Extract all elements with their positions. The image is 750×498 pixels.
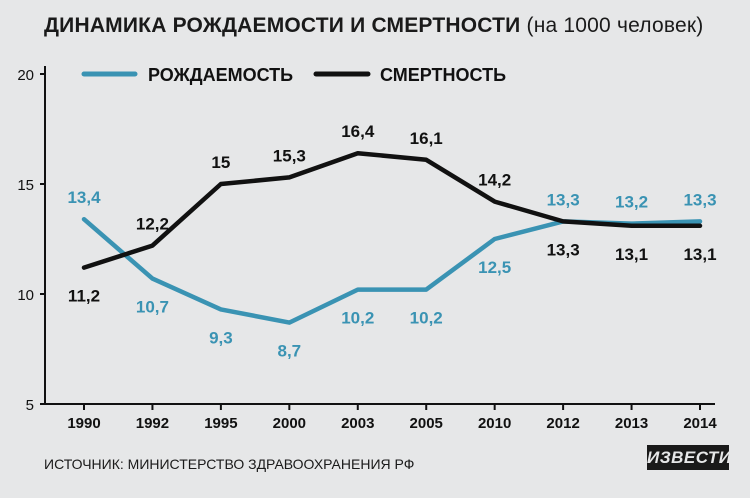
data-label: 12,5 bbox=[478, 258, 511, 277]
data-label: 16,4 bbox=[341, 122, 375, 141]
data-label: 10,2 bbox=[410, 309, 443, 328]
x-tick-label: 2012 bbox=[546, 415, 579, 432]
y-tick-label: 20 bbox=[17, 67, 34, 84]
x-tick-label: 2010 bbox=[478, 415, 511, 432]
x-tick-label: 2003 bbox=[341, 415, 374, 432]
chart-title-text: ДИНАМИКА РОЖДАЕМОСТИ И СМЕРТНОСТИ bbox=[44, 14, 521, 37]
data-label: 13,3 bbox=[547, 240, 580, 259]
data-label: 13,3 bbox=[683, 190, 716, 209]
x-tick-label: 1995 bbox=[204, 415, 237, 432]
data-label: 14,2 bbox=[478, 171, 511, 190]
data-label: 13,1 bbox=[615, 245, 648, 264]
data-label: 16,1 bbox=[410, 129, 443, 148]
x-tick-label: 2014 bbox=[683, 415, 717, 432]
x-tick-label: 1990 bbox=[67, 415, 100, 432]
data-label: 15,3 bbox=[273, 146, 306, 165]
data-label: 12,2 bbox=[136, 215, 169, 234]
source-note: ИСТОЧНИК: МИНИСТЕРСТВО ЗДРАВООХРАНЕНИЯ Р… bbox=[44, 456, 415, 472]
series-line-death-rate bbox=[81, 150, 703, 270]
x-tick-label: 2005 bbox=[410, 415, 443, 432]
chart-subtitle: (на 1000 человек) bbox=[526, 14, 704, 37]
data-label: 10,7 bbox=[136, 298, 169, 317]
legend-label: РОЖДАЕМОСТЬ bbox=[148, 65, 293, 85]
series-lines bbox=[81, 150, 703, 325]
data-label: 10,2 bbox=[341, 309, 374, 328]
series-line-birth-rate bbox=[81, 216, 703, 325]
data-label: 11,2 bbox=[68, 287, 100, 306]
x-tick-label: 2013 bbox=[615, 415, 648, 432]
x-tick-label: 1992 bbox=[136, 415, 169, 432]
data-label: 8,7 bbox=[278, 342, 302, 361]
data-label: 13,2 bbox=[615, 193, 648, 212]
data-label: 13,3 bbox=[547, 190, 580, 209]
data-label: 13,4 bbox=[67, 188, 101, 207]
y-tick-label: 5 bbox=[26, 397, 34, 414]
y-tick-label: 10 bbox=[17, 287, 34, 304]
axes: 5 10 15 20 1990 1992 1995 2000 2003 2005 2010 2012 2… bbox=[17, 66, 717, 432]
chart-title: ДИНАМИКА РОЖДАЕМОСТИ И СМЕРТНОСТИ (на 10… bbox=[44, 14, 703, 38]
legend-label: СМЕРТНОСТЬ bbox=[380, 65, 506, 85]
data-labels: 13,4 10,7 9,3 8,7 10,2 10,2 12,5 13,3 13,2 13,3 11… bbox=[67, 122, 716, 360]
y-tick-label: 15 bbox=[17, 177, 34, 194]
data-label: 9,3 bbox=[209, 328, 233, 347]
legend: РОЖДАЕМОСТЬ СМЕРТНОСТЬ bbox=[81, 65, 506, 85]
data-label: 13,1 bbox=[683, 245, 716, 264]
x-tick-label: 2000 bbox=[273, 415, 306, 432]
data-label: 15 bbox=[211, 153, 230, 172]
publisher-logo: ИЗВЕСТИЯ bbox=[647, 445, 744, 470]
